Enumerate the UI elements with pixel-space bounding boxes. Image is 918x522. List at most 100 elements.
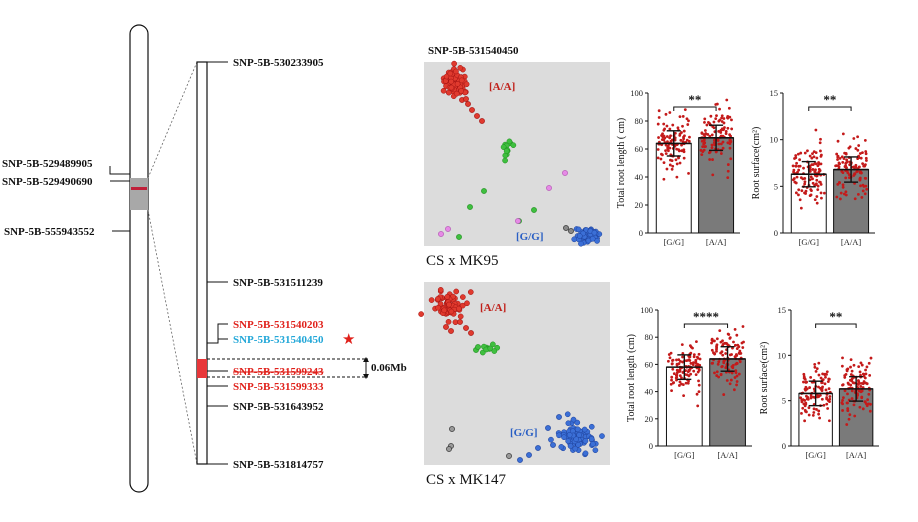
sample-dot xyxy=(852,174,856,177)
sample-dot xyxy=(671,123,675,127)
sample-dot xyxy=(809,376,813,379)
sample-dot xyxy=(728,382,732,386)
sample-dot xyxy=(665,135,669,138)
sample-dot xyxy=(710,338,714,342)
sample-dot xyxy=(843,389,847,393)
sample-dot xyxy=(668,146,672,150)
sample-dot xyxy=(681,115,685,118)
sample-dot xyxy=(796,152,800,156)
sample-dot xyxy=(859,385,863,388)
sample-dot xyxy=(721,146,725,150)
sample-dot xyxy=(678,374,682,377)
sample-dot xyxy=(846,160,849,164)
sample-dot xyxy=(841,132,845,136)
sample-dot xyxy=(797,164,801,168)
aa-point xyxy=(435,296,441,302)
sample-dot xyxy=(680,143,683,147)
sample-dot xyxy=(859,156,863,160)
sample-dot xyxy=(826,407,830,410)
sample-dot xyxy=(827,387,831,391)
sample-dot xyxy=(814,162,818,166)
sample-dot xyxy=(816,184,820,188)
sample-dot xyxy=(662,161,666,165)
sample-dot xyxy=(734,353,738,356)
sample-dot xyxy=(859,184,862,188)
y-tick-label: 10 xyxy=(770,135,779,145)
sample-dot xyxy=(841,161,845,164)
sample-dot xyxy=(856,135,860,139)
sample-dot xyxy=(856,379,860,382)
sample-dot xyxy=(702,138,706,142)
sample-dot xyxy=(821,385,824,389)
chromosome-zoom: 0.06Mb SNP-5B-530233905 SNP-5B-531511239… xyxy=(196,57,407,471)
sample-dot xyxy=(815,195,819,198)
sample-dot xyxy=(685,117,689,121)
sample-dot xyxy=(710,133,714,137)
sample-dot xyxy=(864,176,868,180)
gg-point xyxy=(558,444,565,450)
sample-dot xyxy=(864,152,868,156)
sample-dot xyxy=(679,138,683,142)
gg-point xyxy=(548,436,554,443)
zoom-guide-bottom xyxy=(147,209,198,465)
sample-dot xyxy=(664,149,667,153)
sample-dot xyxy=(722,117,726,120)
gg-point xyxy=(591,229,598,236)
sample-dot xyxy=(793,180,797,184)
sample-dot xyxy=(686,381,690,385)
sample-dot xyxy=(664,143,668,147)
sample-dot xyxy=(836,139,840,143)
gg-point xyxy=(574,419,581,426)
sample-dot xyxy=(701,145,705,149)
zoom-guide-top xyxy=(147,61,198,179)
sample-dot xyxy=(697,352,701,356)
sample-dot xyxy=(687,172,690,175)
significance-label: ** xyxy=(823,92,836,107)
category-label: [A/A] xyxy=(846,450,866,460)
sample-dot xyxy=(712,120,716,124)
sample-dot xyxy=(721,140,725,144)
sample-dot xyxy=(843,165,847,168)
sample-dot xyxy=(721,353,725,357)
sample-dot xyxy=(861,189,865,193)
sample-dot xyxy=(864,368,867,372)
missing-point xyxy=(562,170,568,176)
sample-dot xyxy=(677,148,680,152)
sample-dot xyxy=(702,142,706,146)
sample-dot xyxy=(825,396,829,399)
snp-label: SNP-5B-555943552 xyxy=(4,226,95,238)
sample-dot xyxy=(808,386,811,389)
sample-dot xyxy=(864,156,868,160)
sample-dot xyxy=(800,411,803,415)
sample-dot xyxy=(841,171,845,175)
sample-dot xyxy=(708,150,712,154)
sample-dot xyxy=(719,372,723,376)
y-tick-label: 5 xyxy=(774,181,778,191)
sample-dot xyxy=(733,376,737,379)
sample-dot xyxy=(812,411,816,414)
sample-dot xyxy=(720,350,724,354)
sample-dot xyxy=(805,380,808,384)
snp-label: SNP-5B-530233905 xyxy=(233,57,324,69)
sample-dot xyxy=(815,178,819,182)
significance-label: ** xyxy=(688,92,701,107)
sample-dot xyxy=(695,355,699,359)
y-axis-title: Root surface(cm²) xyxy=(759,342,770,415)
sample-dot xyxy=(681,352,685,355)
sample-dot xyxy=(861,151,864,154)
gg-point xyxy=(550,442,556,448)
y-tick-label: 15 xyxy=(778,305,787,315)
interval-arrowhead-down xyxy=(363,374,369,379)
aa-point xyxy=(451,60,457,67)
sample-dot xyxy=(850,379,854,383)
sample-dot xyxy=(818,141,822,145)
sample-dot xyxy=(668,163,672,167)
gg-point xyxy=(588,436,595,442)
sample-dot xyxy=(682,394,686,398)
sample-dot xyxy=(863,381,866,384)
sample-dot xyxy=(704,145,707,148)
sample-dot xyxy=(720,365,724,369)
sample-dot xyxy=(694,358,698,362)
sample-dot xyxy=(803,177,807,180)
